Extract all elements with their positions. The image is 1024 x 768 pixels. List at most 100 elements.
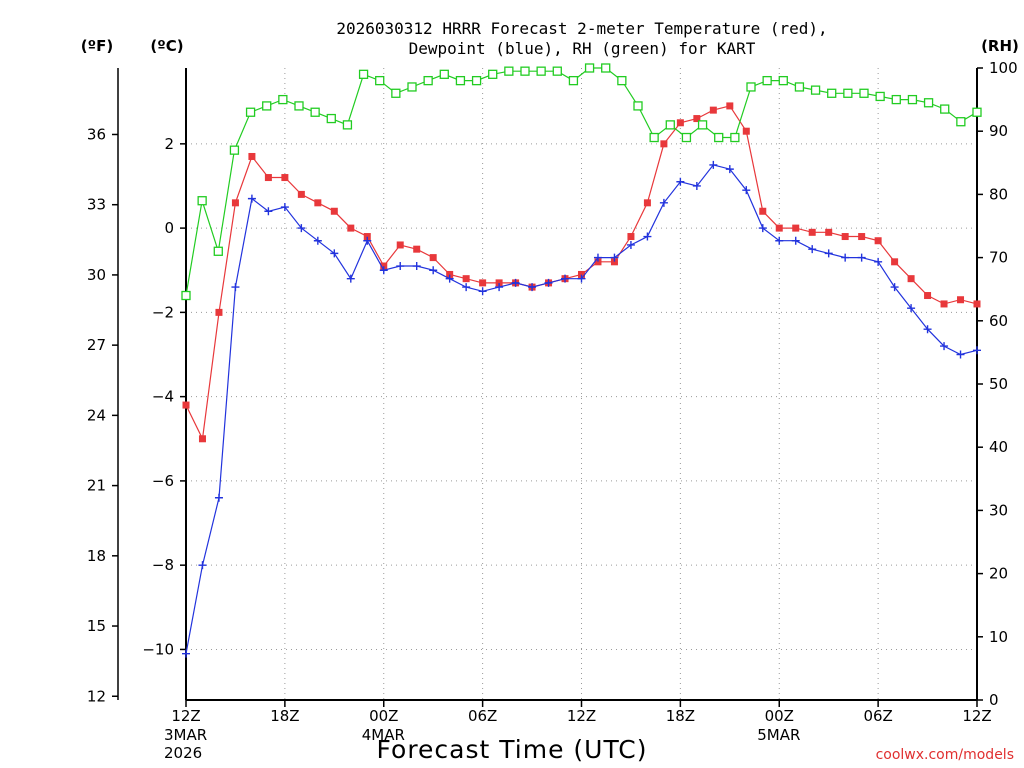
rh-unit-label: (RH) <box>981 37 1019 55</box>
dewpoint-point <box>841 253 850 262</box>
temperature-point <box>182 401 190 409</box>
x-axis-title: Forecast Time (UTC) <box>377 735 648 764</box>
temperature-point <box>462 275 470 283</box>
temperature-point <box>643 199 651 207</box>
temperature-point <box>874 237 882 245</box>
rh-point <box>923 98 934 108</box>
temperature-point <box>973 300 981 308</box>
dewpoint-point <box>346 274 355 283</box>
temperature-point <box>742 127 750 135</box>
dewpoint-point <box>214 493 223 502</box>
data-series <box>181 63 982 658</box>
fahrenheit-tick-label: 18 <box>87 547 106 565</box>
temperature-point <box>825 228 833 236</box>
celsius-tick-label: −8 <box>152 556 174 574</box>
x-year-label: 2026 <box>164 744 202 762</box>
temperature-point <box>709 106 717 114</box>
x-tick-label: 12Z <box>962 707 991 725</box>
temperature-point <box>264 174 272 182</box>
rh-point <box>423 75 433 86</box>
rh-point <box>262 101 272 111</box>
temperature-point <box>347 224 355 232</box>
rh-point <box>778 75 788 86</box>
rh-tick-label: 30 <box>989 501 1008 519</box>
temperature-point <box>231 199 239 207</box>
temperature-point <box>479 279 487 287</box>
rh-point <box>730 132 740 143</box>
dewpoint-point <box>940 342 949 351</box>
temperature-point <box>775 224 783 232</box>
dewpoint-point <box>280 203 289 212</box>
dewpoint-point <box>709 160 718 169</box>
dewpoint-point <box>857 253 866 262</box>
rh-point <box>342 120 353 130</box>
rh-point <box>697 120 708 130</box>
dewpoint-point <box>264 207 273 216</box>
x-date-label: 5MAR <box>757 726 800 744</box>
rh-point <box>584 63 595 73</box>
dewpoint-point <box>478 287 487 296</box>
rh-point <box>665 120 675 130</box>
fahrenheit-tick-label: 15 <box>87 617 106 635</box>
rh-tick-label: 50 <box>989 375 1008 393</box>
dewpoint-point <box>742 186 751 195</box>
rh-point <box>843 88 853 98</box>
celsius-tick-label: −4 <box>152 388 174 406</box>
rh-point <box>504 66 514 76</box>
rh-point <box>810 85 821 95</box>
temperature-point <box>891 258 899 266</box>
rh-point <box>278 94 288 105</box>
rh-point <box>681 132 692 143</box>
rh-point <box>181 290 191 301</box>
rh-tick-label: 80 <box>989 185 1008 203</box>
dewpoint-point <box>791 236 800 245</box>
dewpoint-point <box>725 165 734 174</box>
dewpoint-point <box>379 266 388 275</box>
temperature-point <box>215 308 223 316</box>
rh-point <box>859 88 869 98</box>
rh-point <box>326 113 336 124</box>
temperature-point <box>314 199 322 207</box>
dewpoint-point <box>528 283 537 292</box>
fahrenheit-tick-label: 27 <box>87 336 106 354</box>
temperature-point <box>841 233 849 241</box>
rh-point <box>762 75 772 86</box>
dewpoint-point <box>429 266 438 275</box>
dewpoint-point <box>890 283 899 292</box>
temperature-point <box>726 102 734 110</box>
rh-point <box>229 145 240 155</box>
rh-point <box>601 63 611 73</box>
temperature-point <box>578 270 585 278</box>
rh-point <box>714 132 724 143</box>
rh-point <box>552 66 562 76</box>
rh-point <box>794 82 805 92</box>
temperature-point <box>808 228 816 236</box>
x-tick-label: 12Z <box>567 707 596 725</box>
celsius-unit-label: (ºC) <box>150 37 183 55</box>
grid-lines <box>186 68 977 700</box>
fahrenheit-tick-label: 30 <box>87 266 106 284</box>
temperature-point <box>429 254 437 262</box>
dewpoint-point <box>396 262 405 271</box>
dewpoint-point <box>808 245 817 254</box>
rh-point <box>633 101 643 111</box>
rh-point <box>391 88 401 98</box>
fahrenheit-tick-label: 36 <box>87 125 106 143</box>
rh-point <box>875 91 885 102</box>
fahrenheit-tick-label: 24 <box>87 406 106 424</box>
rh-tick-label: 10 <box>989 628 1008 646</box>
dewpoint-point <box>874 257 883 266</box>
rh-point <box>956 117 966 127</box>
rh-point <box>827 88 837 98</box>
temperature-point <box>198 435 206 443</box>
rh-point <box>940 104 950 114</box>
rh-point <box>536 66 546 76</box>
fahrenheit-unit-label: (ºF) <box>81 37 113 55</box>
celsius-tick-label: −6 <box>152 472 174 490</box>
celsius-tick-label: −2 <box>152 303 174 321</box>
x-tick-label: 00Z <box>765 707 794 725</box>
rh-point <box>455 75 466 86</box>
rh-tick-label: 40 <box>989 438 1008 456</box>
rh-tick-label: 20 <box>989 565 1008 583</box>
